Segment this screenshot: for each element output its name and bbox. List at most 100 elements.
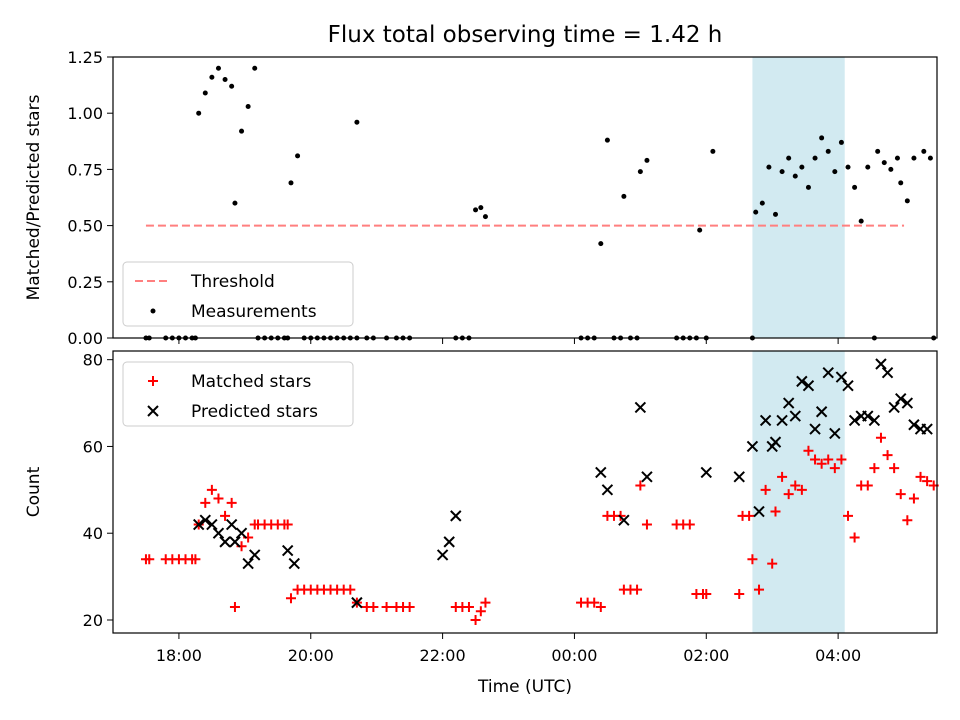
predicted-point bbox=[733, 471, 745, 483]
measurement-point bbox=[819, 135, 825, 141]
xlabel: Time (UTC) bbox=[477, 677, 572, 697]
matched-point bbox=[381, 601, 392, 612]
predicted-point bbox=[746, 440, 759, 453]
predicted-point bbox=[842, 380, 854, 392]
measurement-point bbox=[604, 137, 610, 143]
matched-point bbox=[889, 463, 900, 474]
predicted-point bbox=[618, 514, 630, 526]
predicted-point bbox=[789, 410, 801, 422]
measurement-point bbox=[354, 119, 360, 125]
matched-point bbox=[285, 593, 296, 604]
predicted-point bbox=[641, 471, 653, 483]
matched-point bbox=[213, 493, 224, 504]
legend-label: Matched stars bbox=[191, 372, 311, 392]
measurement-point bbox=[927, 155, 933, 161]
matched-point bbox=[922, 476, 933, 487]
measurement-point bbox=[825, 148, 831, 154]
measurement-point bbox=[196, 110, 202, 116]
predicted-point bbox=[225, 518, 238, 531]
bottom-highlight-band bbox=[752, 351, 845, 633]
measurement-point bbox=[786, 155, 792, 161]
predicted-point bbox=[450, 510, 462, 522]
predicted-point bbox=[815, 406, 828, 418]
measurement-point bbox=[209, 74, 215, 80]
matched-point bbox=[810, 454, 821, 465]
bottom-ytick-label: 80 bbox=[83, 351, 103, 370]
measurement-point bbox=[904, 198, 910, 204]
matched-point bbox=[684, 519, 695, 530]
measurement-point bbox=[245, 103, 251, 109]
measurement-point bbox=[759, 200, 765, 206]
predicted-point bbox=[753, 505, 765, 518]
measurement-point bbox=[753, 209, 759, 215]
predicted-point bbox=[249, 549, 261, 561]
matched-point bbox=[734, 588, 745, 599]
measurement-point bbox=[621, 193, 627, 199]
predicted-point bbox=[881, 366, 894, 379]
measurement-point bbox=[288, 180, 294, 186]
measurement-point bbox=[598, 241, 604, 247]
matched-point bbox=[470, 614, 481, 625]
matched-point bbox=[200, 497, 211, 508]
matched-point bbox=[829, 463, 840, 474]
measurement-point bbox=[295, 153, 301, 159]
matched-point bbox=[869, 463, 880, 474]
matched-point bbox=[796, 484, 807, 495]
measurement-point bbox=[832, 169, 838, 175]
chart-title: Flux total observing time = 1.42 h bbox=[328, 22, 723, 48]
matched-point bbox=[790, 480, 801, 491]
matched-point bbox=[641, 519, 652, 530]
matched-point bbox=[229, 601, 240, 612]
predicted-point bbox=[192, 518, 205, 531]
predicted-point bbox=[888, 401, 900, 414]
measurement-point bbox=[812, 155, 818, 161]
predicted-point bbox=[351, 596, 363, 609]
measurement-point bbox=[215, 65, 221, 71]
predicted-point bbox=[796, 375, 808, 388]
measurement-point bbox=[202, 90, 208, 96]
bottom-ylabel: Count bbox=[24, 466, 44, 517]
measurement-point bbox=[858, 218, 864, 224]
legend-label: Threshold bbox=[190, 272, 275, 292]
matched-point bbox=[823, 454, 834, 465]
legend-matched-swatch bbox=[148, 376, 158, 386]
predicted-point bbox=[595, 466, 607, 479]
bottom-series bbox=[140, 432, 939, 625]
measurement-point bbox=[232, 200, 238, 206]
matched-point bbox=[803, 445, 814, 456]
top-ytick-label: 0.75 bbox=[67, 160, 103, 179]
measurement-point bbox=[229, 83, 235, 89]
predicted-point bbox=[229, 536, 241, 548]
measurement-point bbox=[875, 148, 881, 154]
bottom-ytick-label: 40 bbox=[83, 524, 103, 543]
matched-point bbox=[849, 532, 860, 543]
predicted-point bbox=[199, 514, 211, 526]
matched-point bbox=[862, 480, 873, 491]
bottom-legend bbox=[122, 361, 354, 427]
matched-point bbox=[902, 515, 913, 526]
matched-point bbox=[595, 601, 606, 612]
measurement-point bbox=[779, 169, 785, 175]
top-ytick-label: 1.25 bbox=[67, 48, 103, 67]
top-ytick-label: 0.00 bbox=[67, 329, 103, 348]
matched-point bbox=[777, 471, 788, 482]
xtick-label: 18:00 bbox=[156, 646, 202, 665]
bottom-ytick-label: 20 bbox=[83, 611, 103, 630]
measurement-point bbox=[710, 148, 716, 154]
measurement-point bbox=[697, 227, 703, 233]
top-ytick-label: 0.50 bbox=[67, 217, 103, 236]
predicted-point bbox=[875, 358, 887, 370]
top-panel: 0.00 0.25 0.50 0.75 1.00 1.25 Matched/Predicte… bbox=[24, 48, 938, 348]
matched-point bbox=[783, 489, 794, 500]
bottom-series bbox=[192, 358, 933, 609]
xtick-label: 04:00 bbox=[815, 646, 861, 665]
predicted-point bbox=[219, 536, 231, 548]
measurement-point bbox=[894, 155, 900, 161]
predicted-point bbox=[700, 466, 712, 479]
matched-point bbox=[282, 519, 293, 530]
matched-point bbox=[635, 480, 646, 491]
matched-point bbox=[144, 554, 155, 565]
matched-point bbox=[632, 584, 643, 595]
predicted-point bbox=[901, 397, 914, 409]
legend-label: Measurements bbox=[191, 302, 317, 322]
